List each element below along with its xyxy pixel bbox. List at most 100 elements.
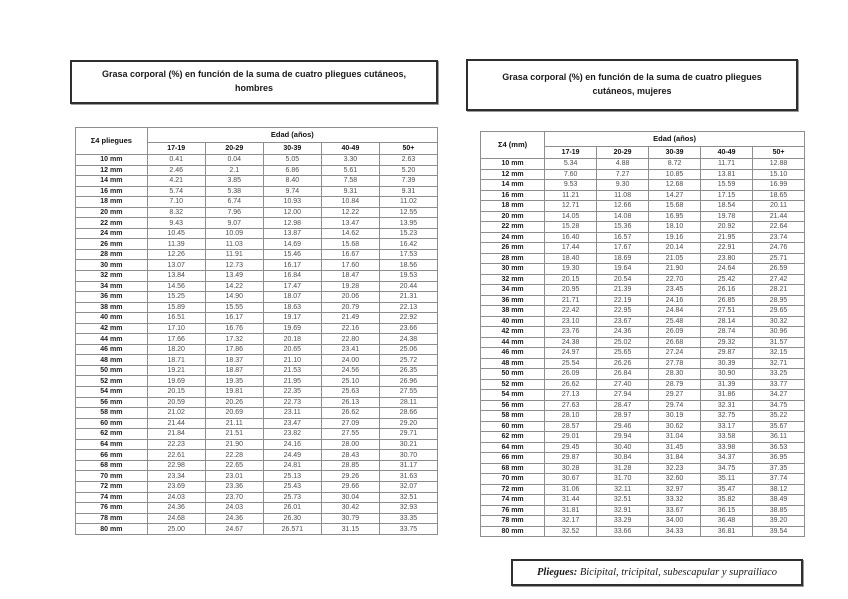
table-row: 16 mm 5.74 5.38 9.74 9.31 9.31	[75, 185, 439, 198]
cell-value: 36.15	[700, 504, 754, 516]
row-label: 26 mm	[479, 242, 546, 254]
row-label: 32 mm	[75, 270, 148, 282]
table-row: 78 mm 32.17 33.29 34.00 36.48 39.20	[479, 515, 805, 527]
cell-value: 17.44	[544, 242, 598, 254]
cell-value: 18.69	[596, 252, 650, 264]
cell-value: 20.95	[544, 284, 598, 296]
header-cols-row: 17-19 20-29 30-39 40-49 50+	[76, 142, 439, 155]
col-header: 50+	[752, 146, 805, 159]
cell-value: 9.31	[378, 185, 439, 198]
cell-value: 32.60	[648, 473, 702, 485]
col-header: 20-29	[204, 142, 264, 155]
footnote-text: Bicipital, tricipital, subescapular y su…	[577, 567, 778, 578]
cell-value: 3.85	[204, 175, 264, 187]
cell-value: 22.95	[596, 305, 650, 317]
skinfolds-footnote: Pliegues: Bicipital, tricipital, subesca…	[511, 559, 803, 586]
table-row: 36 mm 15.25 14.90 18.07 20.06 21.31	[75, 291, 439, 303]
cell-value: 18.65	[752, 189, 805, 201]
cell-value: 28.95	[752, 294, 805, 306]
cell-value: 32.93	[378, 502, 439, 514]
cell-value: 31.81	[544, 504, 598, 516]
table-row: 42 mm 17.10 16.76 19.69 22.16 23.66	[75, 322, 439, 335]
cell-value: 32.15	[752, 347, 805, 359]
cell-value: 26.09	[544, 368, 598, 380]
cell-value: 29.26	[320, 470, 380, 482]
cell-value: 25.43	[262, 480, 322, 493]
cell-value: 18.10	[648, 221, 702, 233]
cell-value: 39.54	[752, 525, 805, 537]
cell-value: 26.09	[648, 326, 702, 338]
cell-value: 30.21	[378, 438, 439, 451]
cell-value: 26.01	[262, 502, 322, 514]
table-row: 46 mm 24.97 25.65 27.24 29.87 32.15	[479, 347, 805, 359]
cell-value: 16.67	[320, 248, 380, 261]
table-row: 14 mm 4.21 3.85 8.40 7.58 7.39	[75, 175, 439, 187]
cell-value: 19.69	[146, 375, 206, 388]
cell-value: 36.11	[752, 431, 805, 443]
cell-value: 27.51	[700, 305, 754, 317]
cell-value: 0.04	[204, 154, 264, 166]
cell-value: 28.10	[544, 410, 598, 422]
table-row: 60 mm 28.57 29.46 30.62 33.17 35.67	[479, 420, 805, 432]
cell-value: 19.35	[204, 375, 264, 388]
cell-value: 14.08	[596, 210, 650, 222]
cell-value: 32.91	[596, 504, 650, 516]
cell-value: 32.71	[752, 357, 805, 369]
cell-value: 7.39	[378, 175, 439, 187]
cell-value: 33.67	[648, 504, 702, 516]
cell-value: 26.59	[752, 263, 805, 275]
table-row: 28 mm 12.26 11.91 15.46 16.67 17.53	[75, 248, 439, 261]
cell-value: 17.60	[320, 259, 380, 271]
table-row: 32 mm 13.84 13.49 16.84 18.47 19.53	[75, 270, 439, 282]
row-label: 34 mm	[479, 284, 546, 296]
cell-value: 31.86	[700, 389, 754, 401]
cell-value: 32.51	[596, 494, 650, 506]
cell-value: 23.11	[262, 407, 322, 419]
row-label: 58 mm	[75, 407, 148, 419]
cell-value: 29.27	[648, 389, 702, 401]
cell-value: 26.96	[378, 375, 439, 388]
cell-value: 31.57	[752, 336, 805, 348]
cell-value: 22.70	[648, 273, 702, 285]
row-label: 36 mm	[75, 291, 148, 303]
row-label: 66 mm	[479, 452, 546, 464]
row-label: 66 mm	[75, 449, 148, 461]
cell-value: 24.68	[146, 512, 206, 525]
cell-value: 29.94	[596, 431, 650, 443]
cell-value: 24.16	[262, 438, 322, 451]
row-label: 40 mm	[75, 312, 148, 324]
cell-value: 15.59	[700, 179, 754, 191]
cell-value: 26.85	[700, 294, 754, 306]
cell-value: 34.75	[752, 399, 805, 411]
cell-value: 35.67	[752, 420, 805, 432]
table-row: 60 mm 21.44 21.11 23.47 27.09 29.20	[75, 417, 439, 430]
cell-value: 8.32	[146, 206, 206, 219]
row-label: 34 mm	[75, 280, 148, 293]
cell-value: 13.49	[204, 270, 264, 282]
cell-value: 16.42	[378, 238, 439, 250]
cell-value: 28.30	[648, 368, 702, 380]
row-label: 44 mm	[75, 333, 148, 345]
cell-value: 17.67	[596, 242, 650, 254]
corner-header: Σ4 (mm)	[479, 131, 546, 159]
cell-value: 18.54	[700, 200, 754, 212]
cell-value: 15.10	[752, 168, 805, 180]
cell-value: 20.15	[146, 386, 206, 398]
table-row: 68 mm 22.98 22.65 24.81 28.85 31.17	[75, 459, 439, 472]
cell-value: 35.82	[700, 494, 754, 506]
cell-value: 25.06	[378, 343, 439, 356]
cell-value: 11.39	[146, 238, 206, 250]
cell-value: 22.80	[320, 333, 380, 345]
cell-value: 23.47	[262, 417, 322, 430]
row-label: 76 mm	[479, 504, 546, 516]
row-label: 38 mm	[75, 301, 148, 314]
cell-value: 18.71	[146, 354, 206, 366]
row-label: 72 mm	[479, 483, 546, 495]
cell-value: 31.15	[320, 523, 380, 535]
cell-value: 12.73	[204, 259, 264, 271]
cell-value: 24.00	[320, 354, 380, 366]
cell-value: 7.60	[544, 168, 598, 180]
cell-value: 19.16	[648, 231, 702, 243]
cell-value: 18.40	[544, 252, 598, 264]
cell-value: 5.61	[320, 164, 380, 177]
